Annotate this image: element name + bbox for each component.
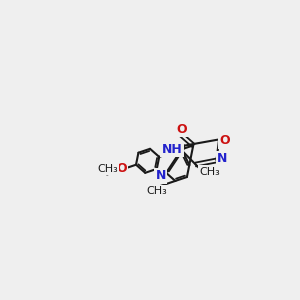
Text: O: O [220, 134, 230, 147]
Text: N: N [156, 169, 166, 182]
Text: CH₃: CH₃ [200, 167, 220, 177]
Text: CH₃: CH₃ [147, 186, 167, 197]
Text: N: N [217, 152, 227, 166]
Text: O: O [177, 123, 187, 136]
Text: CH₃: CH₃ [97, 164, 118, 174]
Text: NH: NH [162, 143, 182, 156]
Text: O: O [116, 162, 127, 175]
